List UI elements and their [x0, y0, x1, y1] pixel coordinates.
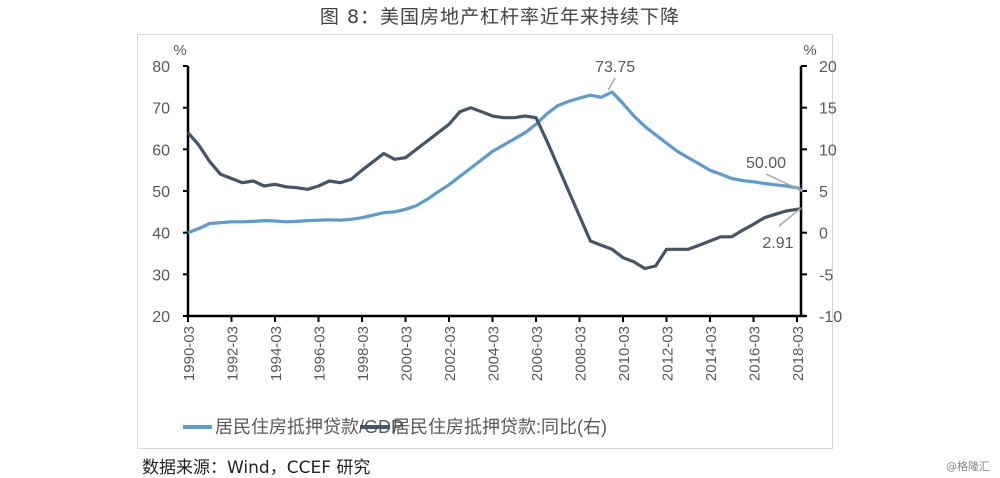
y-tick-label-left: 80: [152, 59, 170, 76]
chart-frame: [137, 34, 833, 449]
gdp-ratio-line: [187, 90, 804, 235]
x-tick-label: 1992-03: [225, 326, 242, 381]
source-note: 数据来源：Wind，CCEF 研究: [142, 458, 371, 478]
y-tick-label-right: -10: [819, 309, 842, 326]
y-tick-label-right: 5: [819, 184, 828, 201]
x-tick-label: 2014-03: [703, 326, 720, 381]
annotation-latest-ratio: 50.00: [746, 155, 786, 172]
x-tick-label: 2004-03: [486, 326, 503, 381]
x-tick-label: 2002-03: [442, 326, 459, 381]
y-tick-label-left: 30: [152, 267, 170, 284]
y-tick-label-left: 20: [152, 309, 170, 326]
x-tick-label: 1990-03: [181, 326, 198, 381]
legend-label-gdp-ratio: 居民住房抵押贷款/GDP: [215, 417, 403, 437]
x-tick-label: 1994-03: [268, 326, 285, 381]
axes: 20 30 40 50 60 70 80% -10 -5 0 5 10 15 20% 1990-03 1992…: [152, 42, 842, 381]
annotation-peak: 73.75: [595, 59, 635, 76]
legend-label-yoy: 居民住房抵押贷款:同比(右): [392, 417, 607, 437]
y-tick-label-right: -5: [819, 267, 833, 284]
chart-title: 图 8：美国房地产杠杆率近年来持续下降: [319, 6, 681, 28]
y-tick-label-right: 15: [819, 101, 837, 118]
y-tick-label-right: 20: [819, 59, 837, 76]
y-tick-label-left: 40: [152, 226, 170, 243]
left-axis-unit: %: [173, 42, 186, 59]
x-tick-label: 2006-03: [529, 326, 546, 381]
x-tick-label: 2018-03: [790, 326, 807, 381]
y-tick-label-left: 50: [152, 184, 170, 201]
series-lines: [186, 90, 804, 271]
y-tick-label-left: 70: [152, 101, 170, 118]
y-tick-label-right: 0: [819, 226, 828, 243]
x-tick-label: 2008-03: [573, 326, 590, 381]
y-tick-label-left: 60: [152, 142, 170, 159]
annotations: 73.75 50.00 2.91: [595, 59, 803, 252]
x-tick-label: 1998-03: [355, 326, 372, 381]
watermark: @格隆汇: [946, 460, 990, 473]
x-tick-label: 2012-03: [660, 326, 677, 381]
right-axis-unit: %: [803, 42, 816, 59]
x-tick-label: 2010-03: [616, 326, 633, 381]
annotation-latest-yoy: 2.91: [762, 235, 793, 252]
x-tick-label: 2000-03: [399, 326, 416, 381]
x-tick-label: 1996-03: [312, 326, 329, 381]
yoy-growth-line: [186, 106, 803, 271]
y-tick-label-right: 10: [819, 142, 837, 159]
x-tick-label: 2016-03: [747, 326, 764, 381]
